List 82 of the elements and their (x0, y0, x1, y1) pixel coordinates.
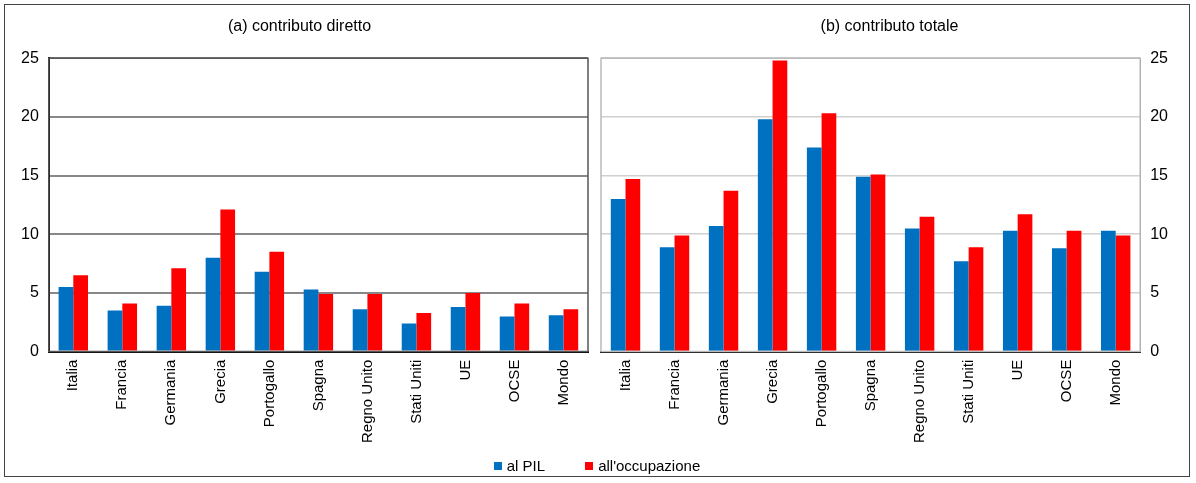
y-tick-label: 10 (21, 224, 39, 242)
x-tick-label: Spagna (308, 358, 326, 412)
chart-title: (a) contributo diretto (227, 17, 372, 35)
bar (303, 289, 319, 351)
bar (465, 292, 481, 351)
x-tick-label: Grecia (762, 358, 780, 404)
chart-title: (b) contributo totale (820, 17, 959, 35)
bar (625, 179, 641, 351)
x-tick-label: Regno Unito (909, 359, 927, 443)
bar (205, 257, 221, 351)
bar (254, 271, 270, 351)
y-tick-label: 5 (29, 283, 39, 301)
y-tick-label: 10 (1150, 224, 1169, 242)
bar (156, 305, 172, 351)
bar (919, 216, 935, 351)
x-tick-label: UE (455, 359, 473, 381)
bar (1002, 230, 1018, 351)
y-tick-label: 25 (1150, 48, 1169, 66)
bar (416, 312, 432, 351)
x-tick-label: Mondo (1105, 359, 1123, 406)
bar (1017, 214, 1033, 351)
x-tick-label: Francia (664, 358, 682, 410)
x-tick-label: Stati Uniti (406, 359, 424, 424)
bar (772, 60, 788, 351)
bar (367, 294, 383, 351)
legend-label: all'occupazione (598, 457, 701, 474)
x-tick-label: Portogallo (811, 359, 829, 428)
bar (806, 147, 822, 351)
bar (757, 119, 773, 351)
bar (107, 310, 123, 351)
x-tick-label: Stati Uniti (958, 359, 976, 424)
bar (674, 235, 690, 351)
x-tick-label: OCSE (1056, 359, 1074, 403)
bar (1051, 248, 1067, 351)
bar (122, 303, 138, 351)
y-tick-label: 15 (1150, 165, 1169, 183)
bar (870, 174, 886, 351)
bar (855, 176, 871, 351)
bar (401, 323, 417, 351)
x-tick-label: Germania (713, 358, 731, 426)
legend-label: al PIL (506, 457, 546, 474)
bar (269, 251, 285, 351)
x-tick-label: Grecia (210, 358, 228, 404)
bar (723, 190, 739, 351)
bar (450, 307, 466, 351)
y-tick-label: 20 (21, 107, 39, 125)
bar (73, 275, 89, 351)
bar (610, 199, 626, 351)
bar (953, 261, 969, 351)
bar (499, 316, 515, 351)
bar (58, 287, 74, 351)
x-tick-label: Italia (615, 358, 633, 392)
bar (171, 268, 187, 351)
bar (352, 309, 368, 351)
y-tick-label: 0 (29, 342, 39, 360)
bar (659, 247, 675, 351)
y-tick-label: 15 (21, 165, 39, 183)
y-tick-label: 0 (1150, 342, 1160, 360)
bar (1115, 235, 1131, 351)
bar (514, 303, 530, 351)
bar (708, 226, 724, 351)
bar (220, 209, 236, 351)
x-tick-label: Francia (112, 358, 130, 410)
bar (548, 315, 564, 351)
x-tick-label: Regno Unito (357, 359, 375, 443)
y-tick-label: 25 (21, 48, 39, 66)
x-tick-label: UE (1007, 359, 1025, 381)
bar (1066, 230, 1082, 351)
bar (904, 228, 920, 351)
y-tick-label: 20 (1150, 107, 1169, 125)
x-tick-label: Portogallo (259, 359, 277, 428)
bar (821, 113, 837, 351)
x-tick-label: Italia (63, 358, 81, 392)
bar (318, 294, 334, 351)
x-tick-label: Spagna (860, 358, 878, 412)
bar (968, 247, 984, 351)
bar (1100, 230, 1116, 351)
x-tick-label: Germania (161, 358, 179, 426)
bar (563, 309, 579, 351)
y-tick-label: 5 (1150, 283, 1160, 301)
x-tick-label: Mondo (553, 359, 571, 406)
x-tick-label: OCSE (504, 359, 522, 403)
